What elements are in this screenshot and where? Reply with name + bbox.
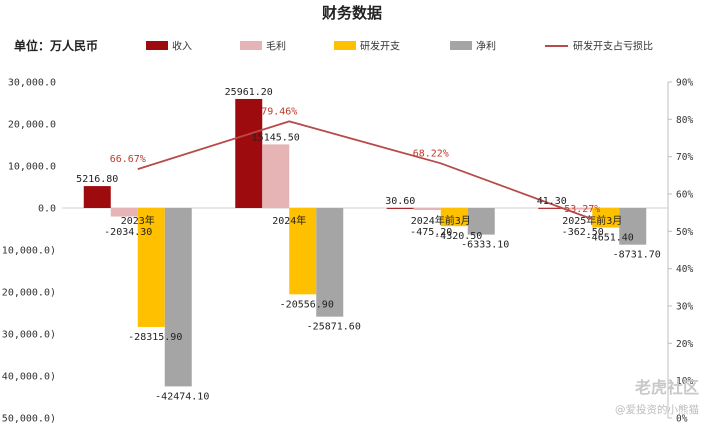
bar-0-2 — [137, 208, 165, 327]
y-left-tick-label: 30,000.0 — [8, 78, 56, 89]
bar-0-1 — [110, 208, 138, 217]
data-label: 41.30 — [537, 196, 567, 207]
y-right-tick-label: 0% — [676, 414, 688, 425]
category-label: 2025年前3月 — [562, 214, 622, 227]
legend-label: 研发开支 — [360, 40, 400, 53]
ratio-label: 53.27% — [564, 204, 600, 215]
category-label: 2024年前3月 — [411, 214, 471, 227]
data-labels: 5216.80 -2034.30 -28315.90 -42474.10 25961.2… — [76, 87, 661, 402]
bar-1-1 — [262, 144, 290, 208]
y-right-tick-label: 50% — [676, 227, 693, 238]
data-label: 25961.20 — [225, 87, 273, 98]
legend-swatch — [334, 41, 356, 50]
watermark-brand: 老虎社区 — [634, 378, 699, 397]
bar-2-2 — [440, 208, 468, 227]
data-label: -362.50 — [562, 227, 604, 238]
bar-3-3 — [619, 208, 647, 245]
data-label: 15145.50 — [252, 132, 300, 143]
data-label: -4651.40 — [586, 233, 634, 244]
legend-label: 毛利 — [266, 41, 286, 53]
y-left-tick-label: (40,000.0) — [0, 372, 56, 383]
data-label: -2034.30 — [104, 227, 152, 238]
bar-2-3 — [467, 208, 495, 235]
ratio-label: 68.22% — [413, 148, 449, 159]
data-label: -4320.50 — [434, 231, 482, 242]
y-right-tick-label: 70% — [676, 152, 693, 163]
data-label: -28315.90 — [128, 332, 182, 343]
unit-label: 单位：万人民币 — [14, 38, 98, 53]
bar-1-0 — [235, 98, 263, 208]
data-label: 30.60 — [385, 196, 415, 207]
data-label: -6333.10 — [461, 240, 509, 251]
y-right-tick-label: 20% — [676, 339, 693, 350]
bar-1-2 — [289, 208, 317, 295]
y-left-tick-label: (50,000.0) — [0, 414, 56, 425]
bar-1-3 — [316, 208, 344, 317]
chart-title: 财务数据 — [322, 4, 382, 22]
legend-label: 研发开支占亏损比 — [573, 40, 653, 53]
bar-3-1 — [565, 208, 593, 210]
ratio-label: 79.46% — [261, 106, 297, 117]
data-label: -25871.60 — [307, 322, 361, 333]
data-label: -20556.90 — [280, 299, 334, 310]
y-left-tick-label: 10,000.0 — [8, 162, 56, 173]
y-right-tick-label: 40% — [676, 264, 693, 275]
legend-swatch — [146, 41, 168, 50]
y-left-tick-label: 20,000.0 — [8, 120, 56, 131]
bar-3-0 — [538, 207, 566, 209]
category-label: 2023年 — [121, 214, 155, 227]
y-right-tick-label: 10% — [676, 376, 693, 387]
legend-swatch — [240, 41, 262, 50]
data-label: -42474.10 — [155, 391, 209, 402]
ratio-line — [137, 120, 593, 220]
y-left-tick-label: (10,000.0) — [0, 246, 56, 257]
y-left-tick-label: (20,000.0) — [0, 288, 56, 299]
bar-3-2 — [592, 208, 620, 228]
category-label: 2024年 — [272, 214, 306, 227]
ratio-label: 66.67% — [110, 154, 146, 165]
watermark-handle: @爱投资的小熊猫 — [615, 404, 699, 416]
axes: (50,000.0) (40,000.0) (30,000.0) (20,000.0)… — [0, 78, 693, 425]
legend: 收入 毛利 研发开支 净利 研发开支占亏损比 — [146, 40, 653, 53]
y-left-tick-label: 0.0 — [38, 204, 56, 215]
bar-2-0 — [386, 207, 414, 209]
legend-label: 净利 — [476, 40, 496, 53]
y-right-tick-label: 80% — [676, 115, 693, 126]
y-right-tick-label: 30% — [676, 302, 693, 313]
legend-label: 收入 — [172, 40, 192, 53]
bar-2-1 — [413, 208, 441, 210]
data-label: 5216.80 — [76, 174, 118, 185]
ratio-polyline — [137, 120, 593, 220]
data-label: -8731.70 — [613, 250, 661, 261]
category-labels: 2023年 2024年 2024年前3月 2025年前3月 — [121, 214, 623, 227]
bars — [83, 98, 647, 387]
y-right-tick-label: 60% — [676, 190, 693, 201]
y-left-tick-label: (30,000.0) — [0, 330, 56, 341]
legend-swatch — [450, 41, 472, 50]
data-label: -475.20 — [410, 227, 452, 238]
bar-0-3 — [164, 208, 192, 387]
bar-0-0 — [83, 186, 111, 208]
y-right-tick-label: 90% — [676, 78, 693, 89]
